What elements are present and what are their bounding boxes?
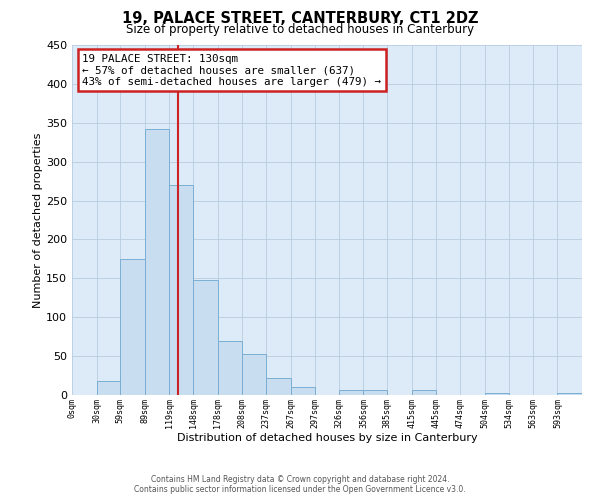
Bar	[145, 129, 169, 395]
Text: Contains HM Land Registry data © Crown copyright and database right 2024.
Contai: Contains HM Land Registry data © Crown c…	[134, 474, 466, 494]
Bar	[266, 378, 290, 395]
X-axis label: Distribution of detached houses by size in Canterbury: Distribution of detached houses by size …	[176, 434, 478, 444]
Text: Size of property relative to detached houses in Canterbury: Size of property relative to detached ho…	[126, 22, 474, 36]
Bar	[218, 342, 242, 395]
Y-axis label: Number of detached properties: Number of detached properties	[33, 132, 43, 308]
Bar	[339, 390, 364, 395]
Bar	[242, 354, 266, 395]
Bar	[97, 381, 120, 395]
Bar	[485, 394, 509, 395]
Text: 19, PALACE STREET, CANTERBURY, CT1 2DZ: 19, PALACE STREET, CANTERBURY, CT1 2DZ	[122, 11, 478, 26]
Bar	[364, 390, 387, 395]
Bar	[290, 387, 315, 395]
Bar	[120, 259, 145, 395]
Bar	[193, 280, 218, 395]
Bar	[412, 390, 436, 395]
Bar	[169, 185, 193, 395]
Bar	[557, 394, 582, 395]
Text: 19 PALACE STREET: 130sqm
← 57% of detached houses are smaller (637)
43% of semi-: 19 PALACE STREET: 130sqm ← 57% of detach…	[82, 54, 381, 87]
